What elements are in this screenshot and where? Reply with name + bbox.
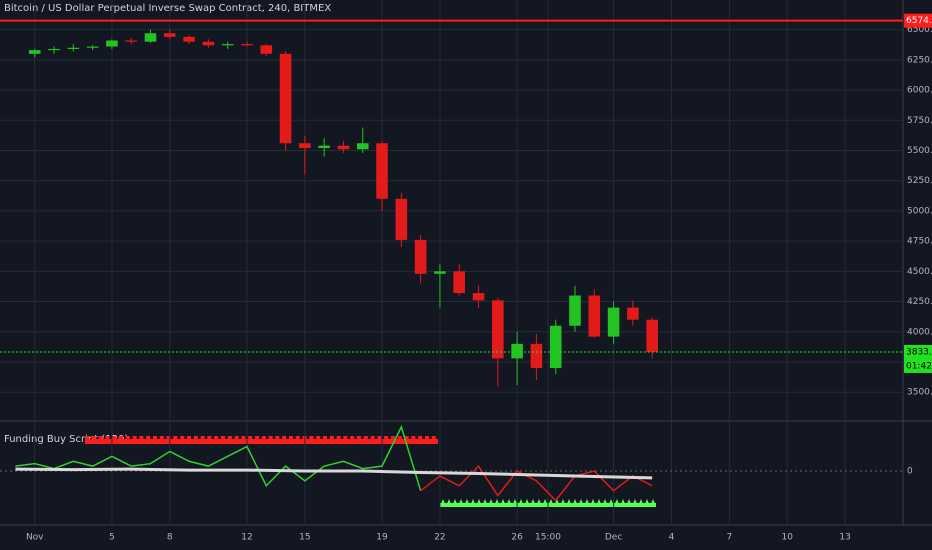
price-tag-label: 3833.0: [906, 347, 932, 357]
y-tick-label: 4250.0: [907, 297, 932, 307]
price-tag-label: 6574.3: [906, 16, 932, 26]
x-tick-label: 19: [376, 533, 388, 543]
candle-body: [144, 33, 157, 42]
candle-body: [607, 307, 620, 337]
candle-body: [549, 325, 562, 369]
candle-body: [569, 295, 581, 326]
candle-body: [28, 50, 41, 54]
price-tag: [904, 344, 932, 359]
chart-title: Bitcoin / US Dollar Perpetual Inverse Sw…: [4, 3, 331, 14]
x-tick-label: 26: [511, 533, 523, 543]
candle-body: [125, 40, 137, 42]
y-tick-label: 5000.0: [907, 206, 932, 216]
x-tick-label: 4: [669, 533, 675, 543]
candle-body: [472, 293, 485, 301]
candle-body: [337, 145, 350, 150]
candle-body: [48, 48, 60, 51]
candle-body: [260, 45, 273, 54]
y-tick-label: 5250.0: [907, 176, 932, 186]
y-tick-label: 4750.0: [907, 237, 932, 247]
candle-body: [376, 143, 388, 199]
x-tick-label: 5: [109, 533, 115, 543]
candle-body: [279, 53, 292, 144]
indicator-line: [15, 424, 422, 491]
y-tick-label: 5500.0: [907, 146, 932, 156]
candle-body: [67, 47, 80, 49]
x-tick-label: 15: [299, 533, 310, 543]
candle-body: [221, 44, 234, 46]
candle-body: [414, 239, 427, 274]
candle-body: [588, 295, 601, 337]
x-tick-label: 12: [241, 533, 252, 543]
candle-body: [318, 145, 330, 149]
y-tick-label: 4000.0: [907, 327, 932, 337]
candle-body: [492, 300, 504, 359]
candle-body: [106, 40, 118, 47]
countdown: 01:42:53: [906, 361, 932, 371]
x-tick-label: 8: [167, 533, 173, 543]
x-tick-label: 22: [434, 533, 445, 543]
sell-signal-base: [85, 439, 438, 444]
y2-tick-label: 0: [907, 467, 913, 477]
countdown-tag: [904, 358, 932, 373]
candle-body: [511, 343, 523, 359]
candle-body: [356, 143, 369, 150]
indicator-line: [15, 467, 653, 480]
candle-body: [453, 271, 466, 294]
candle-body: [86, 46, 99, 48]
y-tick-label: 4500.0: [907, 267, 932, 277]
x-tick-label: 13: [839, 533, 850, 543]
y-tick-label: 6500.0: [907, 25, 932, 35]
candle-body: [530, 343, 543, 369]
y-tick-label: 3500.0: [907, 388, 932, 398]
candle-body: [299, 143, 311, 149]
candle-body: [627, 307, 639, 320]
indicator-title: Funding Buy Script (120): [4, 434, 128, 445]
price-tag: [904, 13, 932, 28]
candle-body: [646, 319, 658, 352]
candle-body: [202, 41, 215, 46]
x-tick-label: Nov: [26, 533, 44, 543]
x-tick-label: 7: [726, 533, 732, 543]
candle-body: [434, 271, 446, 274]
candle-body: [241, 44, 253, 46]
x-tick-label: 10: [782, 533, 794, 543]
y-tick-label: 6250.0: [907, 55, 932, 65]
candle-body: [395, 198, 408, 240]
x-tick-label: Dec: [605, 533, 622, 543]
x-tick-label: 15:00: [535, 533, 561, 543]
y-tick-label: 6000.0: [907, 86, 932, 96]
indicator-line: [420, 464, 653, 502]
y-tick-label: 5750.0: [907, 116, 932, 126]
candle-body: [183, 36, 195, 42]
candle-body: [164, 33, 176, 37]
